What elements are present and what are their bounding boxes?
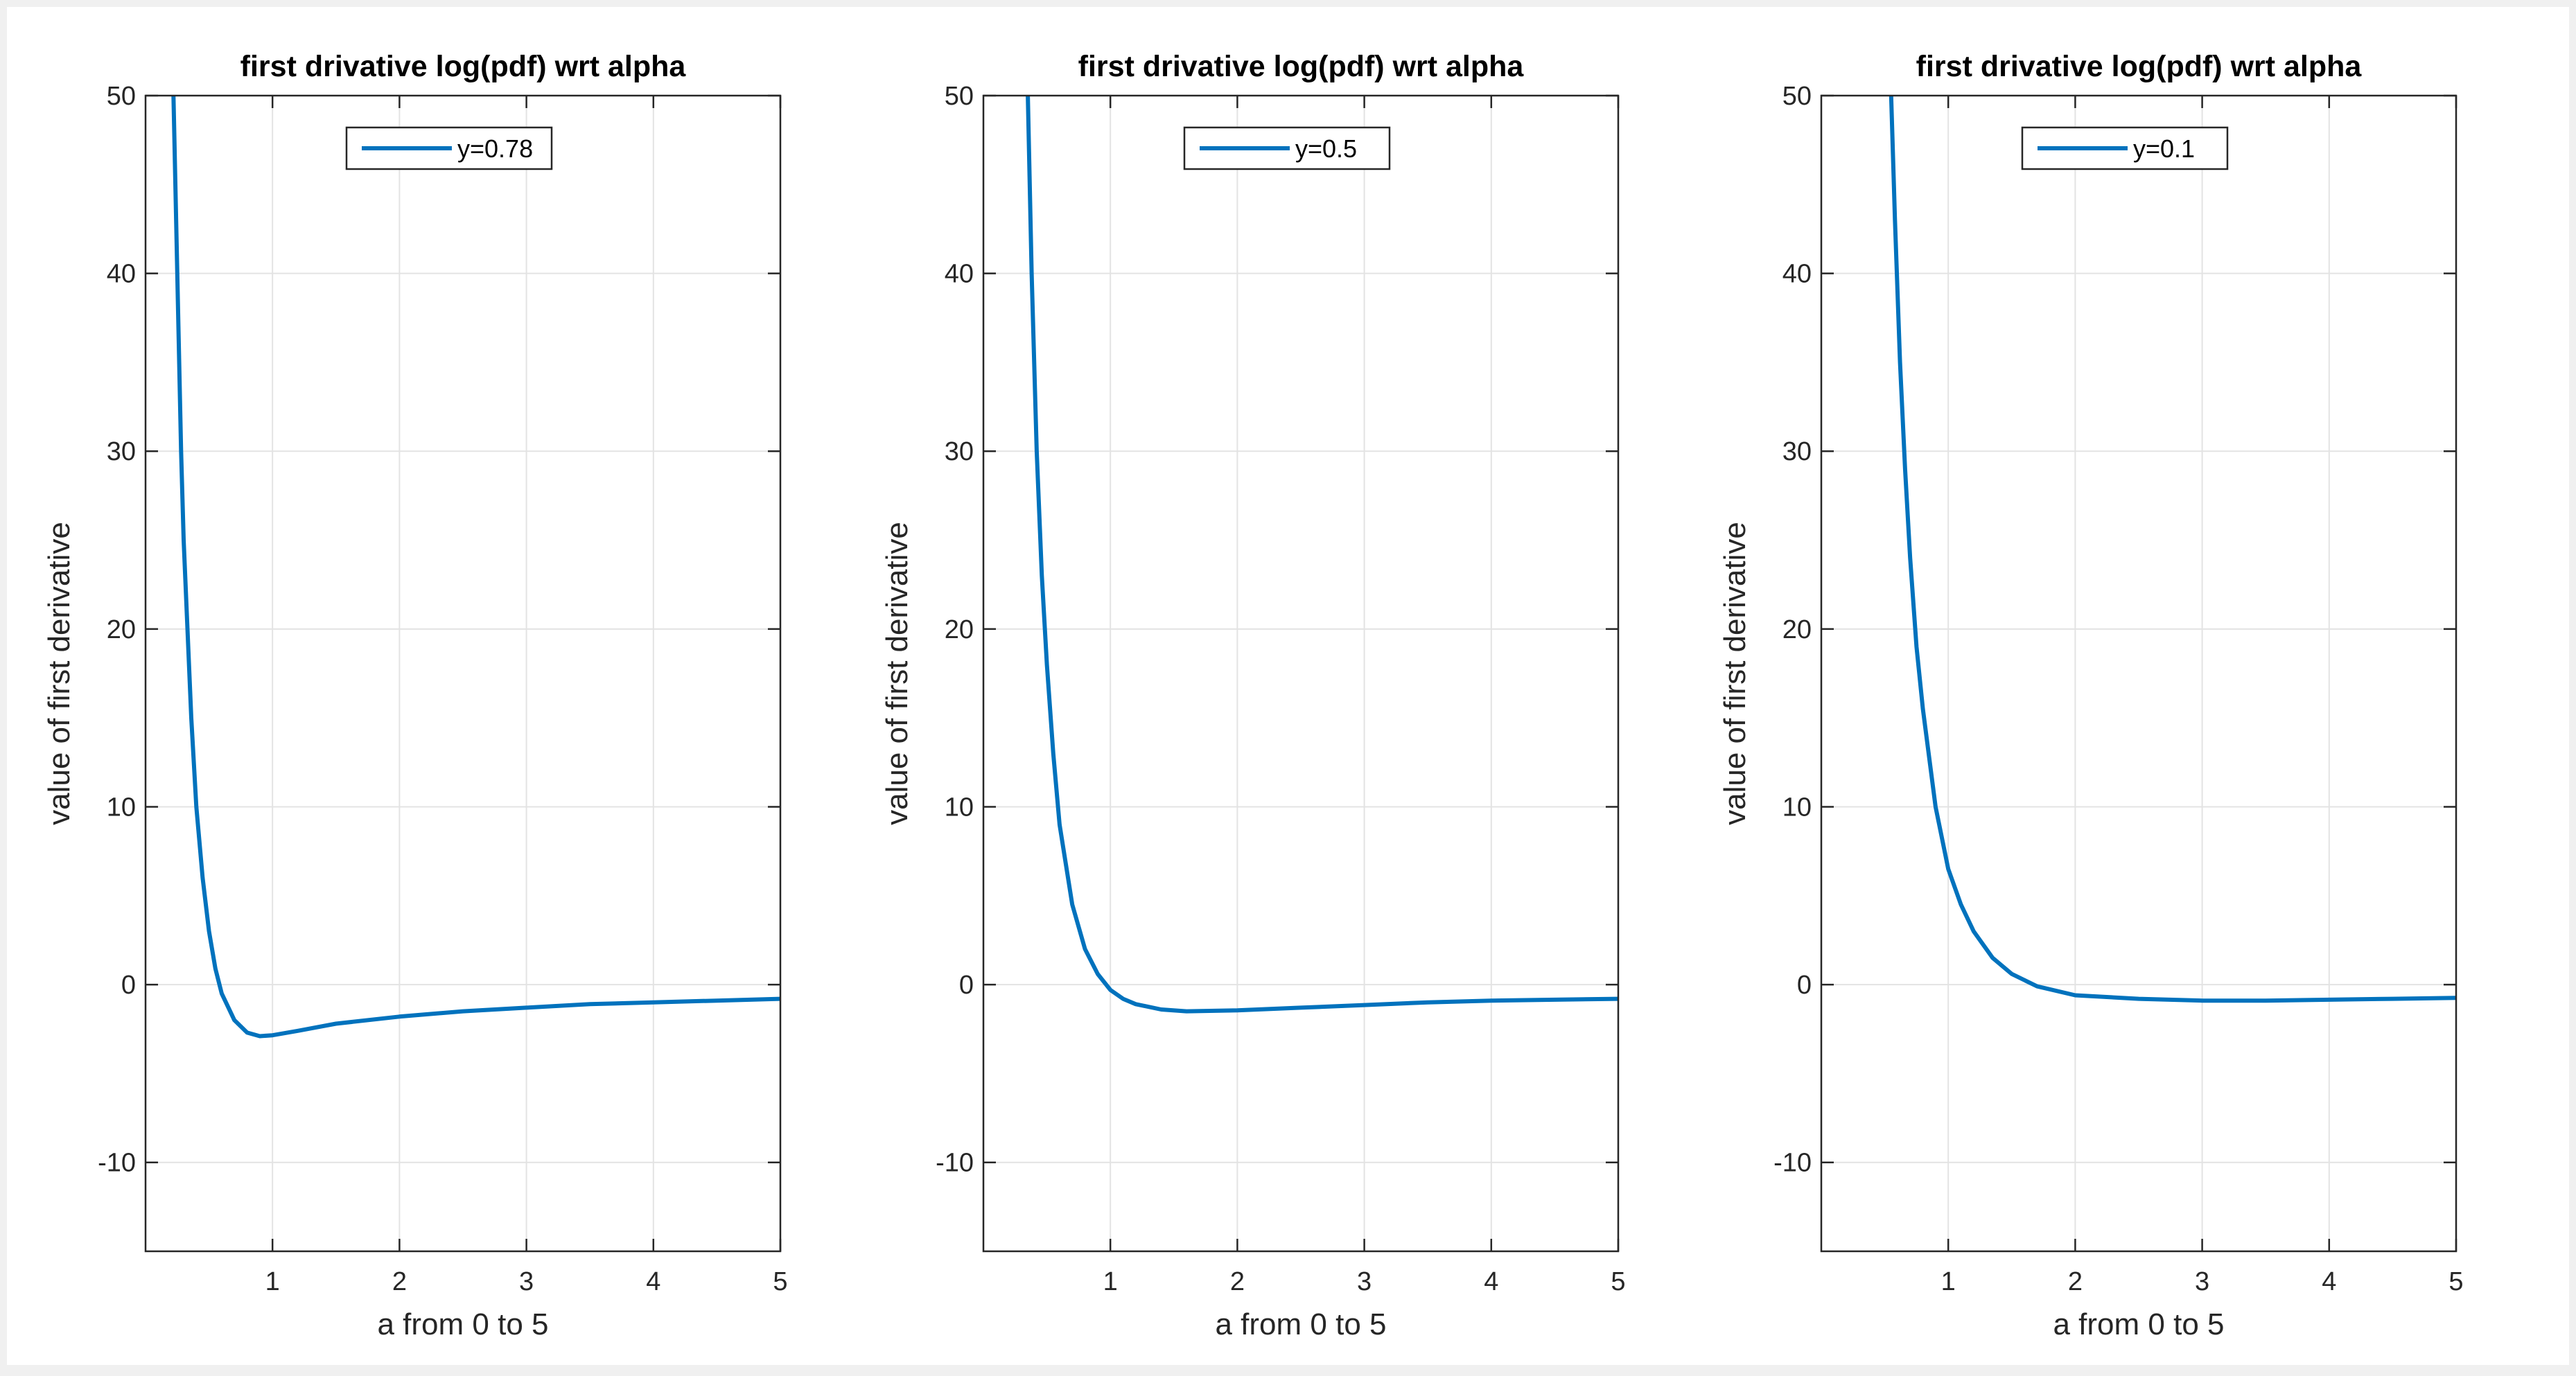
chart-title: first drivative log(pdf) wrt alpha (240, 50, 687, 83)
x-tick-label: 5 (2448, 1267, 2463, 1296)
x-tick-label: 1 (1103, 1267, 1118, 1296)
y-tick-label: 20 (1782, 615, 1812, 644)
y-tick-label: 40 (945, 260, 974, 289)
y-tick-label: 30 (1782, 437, 1812, 466)
y-tick-label: 50 (107, 82, 136, 111)
chart-title: first drivative log(pdf) wrt alpha (1078, 50, 1525, 83)
y-axis-label: value of first derivative (42, 522, 76, 825)
x-tick-label: 3 (1357, 1267, 1372, 1296)
axes-box (144, 94, 782, 1253)
y-tick-label: 10 (107, 793, 136, 822)
legend: y=0.78 (345, 126, 553, 170)
x-tick-label: 4 (1484, 1267, 1498, 1296)
y-tick-label: 10 (945, 793, 974, 822)
x-tick-label: 4 (646, 1267, 660, 1296)
legend-label: y=0.78 (457, 134, 533, 163)
x-tick-label: 2 (2068, 1267, 2083, 1296)
y-tick-label: 30 (107, 437, 136, 466)
x-tick-label: 3 (2195, 1267, 2209, 1296)
x-tick-label: 2 (1230, 1267, 1245, 1296)
y-tick-label: 50 (1782, 82, 1812, 111)
y-tick-label: 0 (959, 971, 974, 1000)
y-tick-label: 0 (1797, 971, 1812, 1000)
x-axis-label: a from 0 to 5 (377, 1307, 548, 1341)
x-tick-label: 5 (1611, 1267, 1625, 1296)
y-axis-label: value of first derivative (880, 522, 914, 825)
x-tick-label: 4 (2322, 1267, 2336, 1296)
chart-panel-1: 1 2 3 4 5 -10 0 10 20 30 40 50 first drivative log(p… (42, 50, 788, 1341)
axes-box (982, 94, 1620, 1253)
chart-panel-2: 1 2 3 4 5 -10 0 10 20 30 40 50 first drivative log(p… (880, 50, 1626, 1341)
x-tick-label: 3 (519, 1267, 534, 1296)
y-tick-label: 40 (1782, 260, 1812, 289)
y-tick-label: -10 (98, 1149, 136, 1178)
legend: y=0.5 (1183, 126, 1391, 170)
chart-title: first drivative log(pdf) wrt alpha (1916, 50, 2363, 83)
x-tick-label: 1 (1941, 1267, 1956, 1296)
series-line-1 (1889, 96, 2456, 1003)
y-tick-label: 20 (107, 615, 136, 644)
legend: y=0.1 (2021, 126, 2229, 170)
figure: 1 2 3 4 5 -10 0 10 20 30 40 50 first drivative log(p… (7, 7, 2569, 1365)
axes-box (1820, 94, 2457, 1253)
y-tick-label: -10 (936, 1149, 974, 1178)
x-tick-label: 1 (265, 1267, 280, 1296)
x-axis-label: a from 0 to 5 (1215, 1307, 1386, 1341)
legend-label: y=0.1 (2133, 134, 2195, 163)
y-tick-label: 0 (121, 971, 136, 1000)
legend-label: y=0.5 (1295, 134, 1357, 163)
x-tick-label: 2 (392, 1267, 407, 1296)
y-tick-label: 50 (945, 82, 974, 111)
y-tick-label: 30 (945, 437, 974, 466)
series-line-1 (1026, 96, 1618, 1014)
series-line-1 (171, 96, 780, 1039)
y-tick-label: 20 (945, 615, 974, 644)
y-tick-label: 10 (1782, 793, 1812, 822)
y-tick-label: 40 (107, 260, 136, 289)
x-axis-label: a from 0 to 5 (2053, 1307, 2224, 1341)
chart-panel-3: 1 2 3 4 5 -10 0 10 20 30 40 50 first drivative log(p… (1718, 50, 2464, 1341)
x-tick-label: 5 (773, 1267, 787, 1296)
y-tick-label: -10 (1773, 1149, 1812, 1178)
y-axis-label: value of first derivative (1718, 522, 1752, 825)
